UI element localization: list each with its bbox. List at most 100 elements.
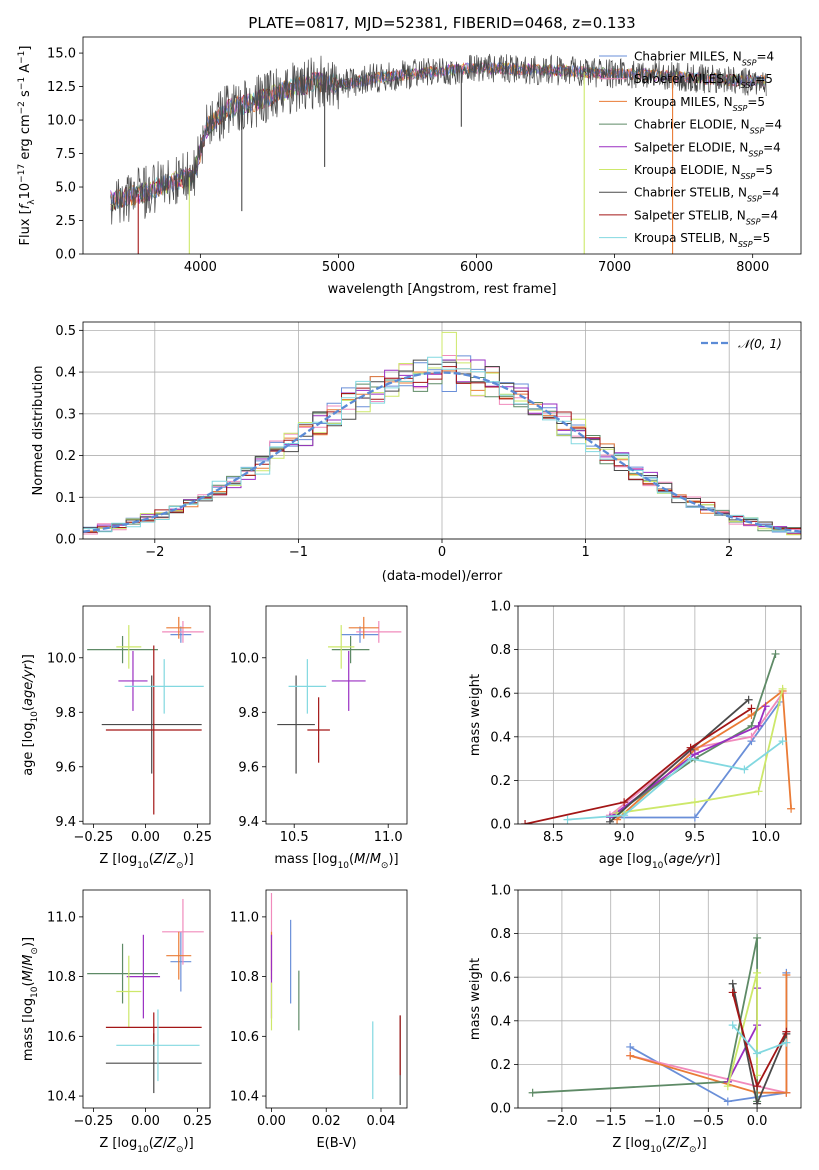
errorbar-kroupa-elodie [328,625,355,669]
x-tick-label: 0.25 [183,830,212,845]
plot-area [521,649,796,824]
weight-marker [723,1097,732,1106]
weight-line [524,707,752,824]
weight-marker [778,737,787,746]
errorbar-salpeter-elodie [331,650,366,711]
weight-marker [528,1088,537,1097]
legend-entry: 𝒩(0, 1) [738,337,782,351]
label-part: Z [166,852,177,867]
legend-sub: SSP [741,172,756,181]
axes-residual-histogram: −2 −1 0 1 2 0.0 0.1 0.2 0.3 0.4 0.5 (data-model)/er… [31,321,802,584]
weight-marker [753,968,762,977]
weight-marker [521,820,530,824]
x-tick-label: 10.0 [751,830,780,845]
weight-marker [690,750,699,759]
weight-marker [754,787,763,796]
y-tick-label: 11.0 [47,910,76,925]
weight-marker [626,1042,635,1051]
y-tick-label: 9.8 [238,706,259,721]
legend-entry: Salpeter STELIB, NSSP=4 [634,208,778,226]
label-part: −2 [17,101,27,114]
label-part: )] [697,1136,707,1151]
x-tick-label: 0 [438,545,446,560]
errorbar-chabrier-stelib [105,1033,202,1094]
legend-name: Chabrier MILES, N [634,50,742,64]
x-axis-label: mass [log10(M/M⊙)] [274,852,398,871]
plot-area [528,933,791,1108]
x-axis-label: wavelength [Angstrom, rest frame] [328,282,557,297]
y-tick-label: 10.6 [230,1030,259,1045]
y-tick-label: 9.8 [55,706,76,721]
label-part: / [365,852,370,867]
weight-marker [620,811,629,820]
weight-marker [761,702,770,711]
x-tick-label: 2 [725,545,733,560]
legend-entry: Chabrier ELODIE, NSSP=4 [634,118,782,136]
x-tick-label: 0.00 [131,830,160,845]
label-part: ( [662,1136,667,1151]
label-part: M [370,852,381,867]
weight-marker [753,933,762,942]
errorbar-kroupa-stelib [288,659,327,714]
legend-entry: Kroupa ELODIE, NSSP=5 [634,163,773,181]
x-tick-label: 0.25 [183,1114,212,1129]
label-part: )] [21,654,36,664]
y-tick-label: 0.0 [55,248,76,263]
y-axis-label: Flux [fλ10−17 erg cm−2 s−1 A−1] [17,46,37,246]
errorbar-kroupa-miles [166,931,192,980]
weight-marker [728,988,737,997]
axes-mass-vs-ebv: 0.00 0.02 0.04 10.4 10.6 10.8 11.0 E(B-V) [230,889,408,1151]
x-tick-label: −0.25 [73,1114,113,1129]
legend-name: Salpeter MILES, N [634,72,741,86]
y-tick-label: 0.2 [490,774,511,789]
axes-frame [265,889,408,1109]
y-tick-label: 9.4 [238,815,259,830]
x-tick-label: 0.00 [131,1114,160,1129]
label-part: ( [21,706,36,711]
label-part: )] [710,852,720,867]
weight-marker [626,1051,635,1060]
legend-sub: SSP [747,194,762,203]
axes-frame [517,889,802,1109]
y-axis-label: age [log10(age/yr)] [21,654,40,776]
plot-area [83,331,801,536]
errorbar-salpeter-elodie [118,650,148,711]
legend-name: Chabrier STELIB, N [634,186,747,200]
y-tick-label: 10.4 [47,1090,76,1105]
errorbar-salpeter-stelib [105,1012,202,1043]
weight-marker [778,684,787,693]
errorbar-chabrier-stelib [277,675,315,774]
label-part: M [354,852,365,867]
y-tick-label: 10.8 [230,970,259,985]
legend-count: =4 [763,140,781,154]
legend-name: Salpeter ELODIE, N [634,140,748,154]
y-tick-label: 7.5 [55,147,76,162]
legend-sub: SSP [750,126,765,135]
label-part: Z [log [99,1136,137,1151]
y-tick-label: 0.0 [490,818,511,833]
axes-frame [82,36,802,255]
spectrum-line-chabrier-miles [110,61,766,210]
panels: 4000 5000 6000 7000 80000.02.55.07.510.012.5… [17,36,802,1155]
legend-entry: Chabrier MILES, NSSP=4 [634,50,774,68]
weight-series-kroupa-stelib [728,1021,791,1058]
weight-marker [753,1082,762,1091]
legend-name: Chabrier ELODIE, N [634,118,750,132]
x-tick-label: 0.02 [312,1114,341,1129]
label-part: Z [679,1136,690,1151]
axes-frame [82,605,211,825]
spectrum-line-chabrier-stelib [110,53,767,225]
weight-series-salpeter-stelib [728,988,791,1091]
plot-area [110,53,767,254]
legend-name: Kroupa ELODIE, N [634,163,741,177]
weight-marker [753,1049,762,1058]
label-part: Z [153,1136,164,1151]
y-tick-label: 0.6 [490,687,511,702]
legend-name: Salpeter STELIB, N [634,208,746,222]
plot-area [87,898,204,1094]
x-tick-label: 0.04 [367,1114,396,1129]
label-part: age [log [21,723,36,776]
label-part: Z [log [99,852,137,867]
y-tick-label: 0.4 [490,730,511,745]
